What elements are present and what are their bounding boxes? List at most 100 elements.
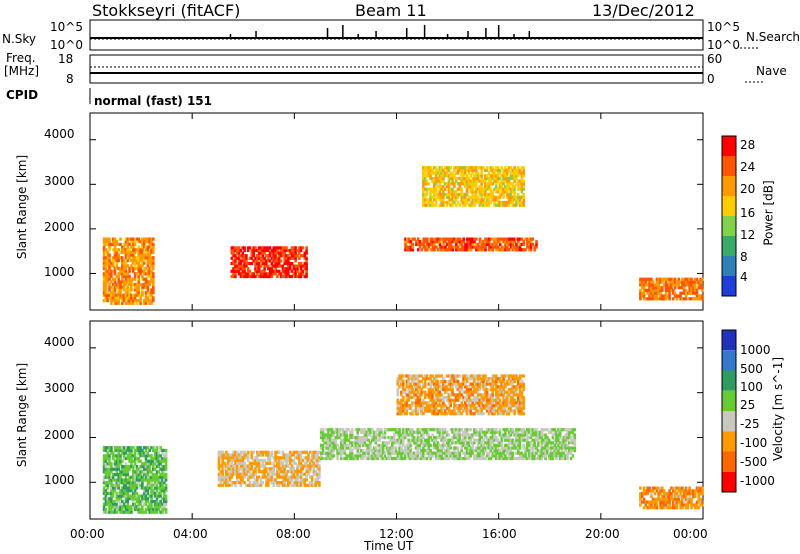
heatmap-cell [360,438,363,442]
heatmap-cell [516,184,520,189]
heatmap-cell [500,203,504,207]
heatmap-cell [571,428,575,432]
heatmap-cell [334,428,338,432]
heatmap-cell [281,470,285,474]
heatmap-cell [462,166,465,170]
heatmap-cell [133,250,137,254]
heatmap-cell [268,467,272,471]
heatmap-cell [372,433,376,437]
heatmap-cell [104,473,108,477]
heatmap-cell [482,200,485,205]
heatmap-cell [431,176,434,181]
heatmap-cell [137,473,140,477]
heatmap-cell [256,481,259,485]
heatmap-cell [246,450,250,454]
heatmap-cell [456,404,460,408]
heatmap-cell [374,454,378,458]
heatmap-cell [445,192,449,197]
heatmap-cell [464,374,467,378]
heatmap-cell [257,470,261,474]
heatmap-cell [110,507,113,512]
heatmap-cell [533,248,536,252]
heatmap-cell [478,237,482,241]
heatmap-cell [527,456,531,461]
heatmap-cell [423,176,427,181]
heatmap-cell [106,470,109,474]
heatmap-cell [241,458,244,463]
heatmap-cell [522,198,525,202]
heatmap-cell [287,464,290,468]
heatmap-cell [436,387,440,392]
heatmap-cell [639,277,642,281]
heatmap-cell [163,489,166,493]
heatmap-cell [128,277,131,281]
heatmap-cell [102,459,106,463]
heatmap-cell [476,433,480,437]
heatmap-cell [453,393,456,397]
heatmap-cell [339,451,343,455]
heatmap-cell [254,472,257,476]
heatmap-cell [469,200,473,205]
heatmap-cell [431,398,434,402]
heatmap-cell [115,502,119,506]
heatmap-cell [644,283,648,287]
heatmap-cell [354,441,358,445]
heatmap-cell [445,438,449,442]
heatmap-cell [462,404,465,408]
heatmap-cell [655,286,659,290]
heatmap-cell [294,274,297,279]
heatmap-cell [425,190,429,194]
heatmap-cell [411,428,414,432]
heatmap-cell [537,433,540,437]
heatmap-cell [281,453,285,457]
heatmap-cell [265,467,268,471]
heatmap-cell [148,454,151,458]
heatmap-cell [130,285,133,289]
heatmap-cell [467,409,471,413]
heatmap-cell [153,494,157,498]
heatmap-cell [237,461,241,465]
heatmap-cell [349,446,352,450]
heatmap-cell [469,451,473,455]
heatmap-cell [259,248,263,253]
heatmap-cell [243,453,246,457]
heatmap-cell [219,483,223,487]
heatmap-cell [491,430,494,434]
heatmap-cell [245,483,248,487]
heatmap-cell [152,258,155,263]
heatmap-cell [677,277,681,281]
heatmap-cell [155,507,159,512]
time-tick-2: 08:00 [276,527,311,541]
heatmap-cell [641,294,644,298]
heatmap-cell [292,251,296,255]
heatmap-cell [433,438,436,442]
heatmap-cell [119,237,122,241]
heatmap-cell [482,449,485,453]
heatmap-cell [122,266,126,271]
heatmap-cell [447,433,451,437]
heatmap-cell [153,507,157,512]
heatmap-cell [122,250,126,254]
heatmap-cell [111,240,115,244]
heatmap-cell [451,382,454,386]
heatmap-cell [451,237,455,241]
heatmap-cell [498,454,502,458]
heatmap-cell [564,456,567,461]
heatmap-cell [239,481,243,485]
heatmap-cell [128,489,131,493]
heatmap-cell [367,446,370,450]
heatmap-cell [270,475,274,479]
heatmap-cell [102,502,106,506]
heatmap-cell [139,256,142,260]
heatmap-cell [153,478,157,482]
heatmap-cell [272,481,275,485]
heatmap-cell [464,428,467,432]
heatmap-cell [526,430,529,434]
heatmap-cell [544,443,547,447]
heatmap-cell [445,449,449,453]
heatmap-cell [498,168,502,172]
heatmap-cell [511,446,514,450]
heatmap-cell [438,198,442,202]
heatmap-cell [473,195,476,199]
heatmap-cell [305,256,308,260]
